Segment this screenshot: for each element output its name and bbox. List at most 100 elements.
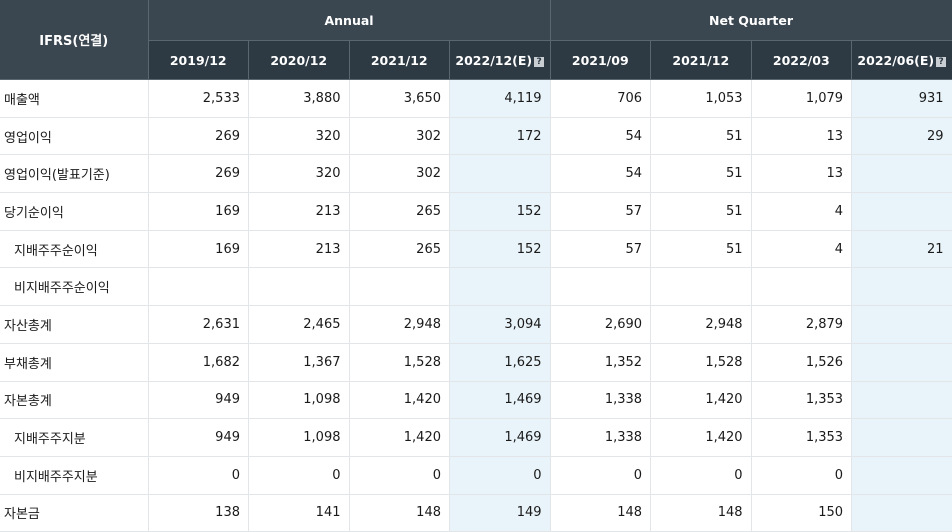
period-header: 2022/12(E)? bbox=[449, 40, 551, 80]
value-cell bbox=[449, 267, 551, 307]
value-cell bbox=[851, 305, 952, 344]
value-cell bbox=[851, 418, 952, 457]
value-cell: 2,533 bbox=[148, 79, 249, 118]
value-cell bbox=[851, 267, 952, 307]
value-cell: 265 bbox=[349, 192, 450, 231]
value-cell: 320 bbox=[248, 117, 350, 156]
period-header: 2021/12 bbox=[650, 40, 752, 80]
period-header: 2021/12 bbox=[349, 40, 450, 80]
value-cell bbox=[148, 267, 249, 307]
value-cell: 1,528 bbox=[650, 343, 752, 382]
period-label: 2022/12(E) bbox=[455, 52, 533, 68]
row-label: 자산총계 bbox=[0, 305, 149, 344]
value-cell: 51 bbox=[650, 154, 752, 194]
value-cell: 4 bbox=[751, 230, 853, 269]
period-label: 2019/12 bbox=[169, 52, 227, 68]
row-label: 매출액 bbox=[0, 79, 149, 118]
value-cell bbox=[248, 267, 350, 307]
row-label: 자본금 bbox=[0, 494, 149, 532]
value-cell bbox=[851, 343, 952, 382]
value-cell bbox=[851, 456, 952, 495]
net-quarter-group-header: Net Quarter bbox=[550, 0, 952, 41]
period-header: 2020/12 bbox=[248, 40, 350, 80]
value-cell: 172 bbox=[449, 117, 551, 156]
value-cell: 13 bbox=[751, 154, 853, 194]
period-label: 2022/03 bbox=[772, 52, 830, 68]
table-row: 부채총계 1,682 1,367 1,528 1,625 1,352 1,528 1,526 bbox=[0, 343, 952, 382]
value-cell: 1,098 bbox=[248, 381, 350, 420]
value-cell: 1,353 bbox=[751, 381, 853, 420]
table-row: 비지배주주지분 0 0 0 0 0 0 0 bbox=[0, 456, 952, 495]
value-cell: 54 bbox=[550, 154, 652, 194]
value-cell: 2,631 bbox=[148, 305, 249, 344]
value-cell: 1,098 bbox=[248, 418, 350, 457]
value-cell: 949 bbox=[148, 381, 249, 420]
period-header-row: 2019/12 2020/12 2021/12 2022/12(E)? 2021/09 2… bbox=[0, 40, 952, 80]
value-cell: 0 bbox=[751, 456, 853, 495]
accounting-standard-header: IFRS(연결) bbox=[0, 0, 149, 80]
value-cell: 302 bbox=[349, 117, 450, 156]
value-cell: 152 bbox=[449, 192, 551, 231]
value-cell: 3,094 bbox=[449, 305, 551, 344]
table-row: 자산총계 2,631 2,465 2,948 3,094 2,690 2,948 2,879 bbox=[0, 305, 952, 344]
period-header: 2021/09 bbox=[550, 40, 652, 80]
annual-group-header: Annual bbox=[148, 0, 551, 41]
value-cell: 148 bbox=[650, 494, 752, 532]
help-icon[interactable]: ? bbox=[936, 56, 947, 67]
row-label: 지배주주지분 bbox=[0, 418, 149, 457]
value-cell: 2,879 bbox=[751, 305, 853, 344]
value-cell: 13 bbox=[751, 117, 853, 156]
value-cell: 1,353 bbox=[751, 418, 853, 457]
table-row: 영업이익(발표기준) 269 320 302 54 51 13 bbox=[0, 154, 952, 194]
value-cell: 149 bbox=[449, 494, 551, 532]
period-label: 2022/06(E) bbox=[857, 52, 935, 68]
value-cell: 1,526 bbox=[751, 343, 853, 382]
period-label: 2021/12 bbox=[370, 52, 428, 68]
value-cell: 949 bbox=[148, 418, 249, 457]
value-cell: 169 bbox=[148, 230, 249, 269]
value-cell: 0 bbox=[248, 456, 350, 495]
row-label: 영업이익 bbox=[0, 117, 149, 156]
value-cell: 1,053 bbox=[650, 79, 752, 118]
value-cell: 148 bbox=[550, 494, 652, 532]
row-label: 자본총계 bbox=[0, 381, 149, 420]
value-cell: 169 bbox=[148, 192, 249, 231]
value-cell: 0 bbox=[650, 456, 752, 495]
row-label: 부채총계 bbox=[0, 343, 149, 382]
value-cell: 1,469 bbox=[449, 418, 551, 457]
value-cell: 1,682 bbox=[148, 343, 249, 382]
help-icon[interactable]: ? bbox=[534, 56, 545, 67]
value-cell: 51 bbox=[650, 192, 752, 231]
value-cell bbox=[449, 154, 551, 194]
value-cell: 1,338 bbox=[550, 418, 652, 457]
value-cell: 2,690 bbox=[550, 305, 652, 344]
value-cell: 1,625 bbox=[449, 343, 551, 382]
value-cell bbox=[851, 192, 952, 231]
row-label: 비지배주주지분 bbox=[0, 456, 149, 495]
value-cell: 54 bbox=[550, 117, 652, 156]
value-cell: 3,880 bbox=[248, 79, 350, 118]
value-cell: 0 bbox=[148, 456, 249, 495]
value-cell: 1,367 bbox=[248, 343, 350, 382]
value-cell: 320 bbox=[248, 154, 350, 194]
value-cell: 0 bbox=[349, 456, 450, 495]
table-body: 매출액 2,533 3,880 3,650 4,119 706 1,053 1,079 931 영… bbox=[0, 79, 952, 532]
value-cell: 1,420 bbox=[650, 381, 752, 420]
value-cell: 1,528 bbox=[349, 343, 450, 382]
value-cell: 141 bbox=[248, 494, 350, 532]
value-cell: 1,338 bbox=[550, 381, 652, 420]
row-label: 당기순이익 bbox=[0, 192, 149, 231]
value-cell bbox=[851, 494, 952, 532]
value-cell: 4 bbox=[751, 192, 853, 231]
value-cell: 57 bbox=[550, 230, 652, 269]
table-row: 지배주주순이익 169 213 265 152 57 51 4 21 bbox=[0, 230, 952, 269]
value-cell: 2,465 bbox=[248, 305, 350, 344]
value-cell: 0 bbox=[449, 456, 551, 495]
value-cell bbox=[851, 154, 952, 194]
value-cell: 51 bbox=[650, 117, 752, 156]
table-row: 자본총계 949 1,098 1,420 1,469 1,338 1,420 1,353 bbox=[0, 381, 952, 420]
value-cell: 57 bbox=[550, 192, 652, 231]
value-cell: 0 bbox=[550, 456, 652, 495]
value-cell bbox=[751, 267, 853, 307]
value-cell bbox=[851, 381, 952, 420]
